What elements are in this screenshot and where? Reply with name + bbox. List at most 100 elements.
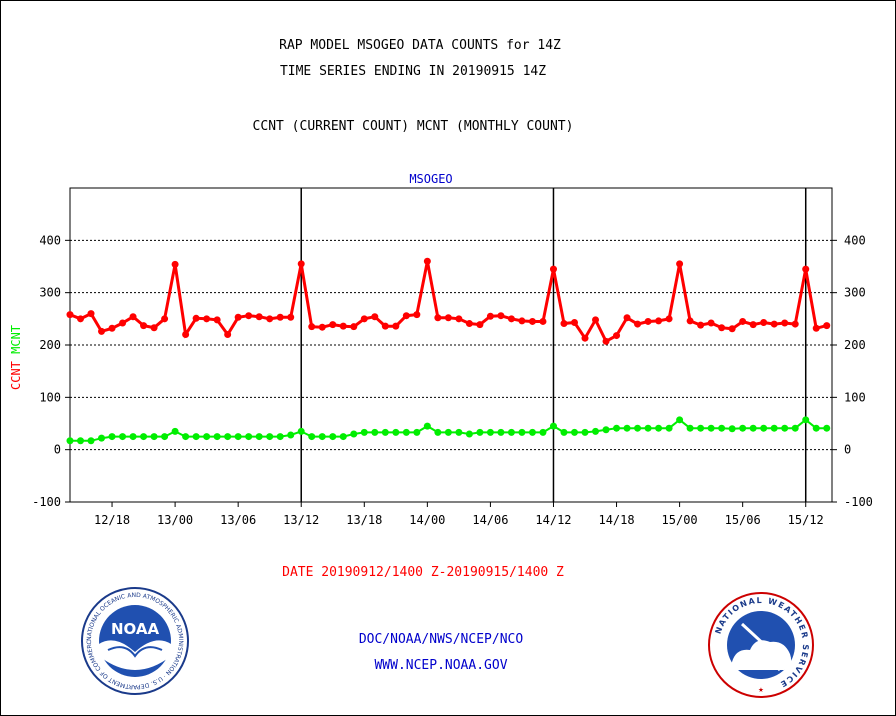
x-tick-label: 15/06: [725, 513, 761, 527]
mcnt-point: [644, 424, 652, 432]
ccnt-point: [434, 314, 442, 322]
mcnt-point: [402, 428, 410, 436]
ccnt-point: [728, 325, 736, 333]
mcnt-point: [297, 427, 305, 435]
ccnt-point: [686, 317, 694, 325]
mcnt-point: [234, 433, 242, 441]
mcnt-point: [350, 430, 358, 438]
mcnt-point: [329, 433, 337, 441]
mcnt-point: [823, 424, 831, 432]
mcnt-point: [791, 424, 799, 432]
mcnt-point: [98, 434, 106, 442]
ccnt-point: [539, 317, 547, 325]
y-tick-label-left: 100: [39, 390, 61, 404]
x-tick-label: 15/12: [788, 513, 824, 527]
y-tick-label-right: 100: [844, 390, 866, 404]
noaa-logo: NATIONAL OCEANIC AND ATMOSPHERIC ADMINIS…: [80, 586, 189, 695]
ccnt-point: [98, 327, 106, 335]
x-tick-label: 14/18: [598, 513, 634, 527]
mcnt-point: [129, 433, 137, 441]
mcnt-point: [486, 428, 494, 436]
ccnt-point: [518, 317, 526, 325]
mcnt-point: [549, 422, 557, 430]
y-tick-label-right: -100: [844, 495, 873, 509]
ccnt-point: [182, 331, 190, 339]
mcnt-point: [161, 433, 169, 441]
ccnt-point: [802, 265, 810, 273]
ccnt-point: [413, 311, 421, 319]
ccnt-point: [549, 265, 557, 273]
ccnt-point: [329, 321, 337, 329]
ccnt-point: [497, 312, 505, 320]
ccnt-point: [266, 315, 274, 323]
ccnt-point: [507, 315, 515, 323]
mcnt-point: [812, 424, 820, 432]
ccnt-point: [634, 320, 642, 328]
x-tick-label: 14/06: [472, 513, 508, 527]
mcnt-point: [539, 428, 547, 436]
mcnt-point: [308, 433, 316, 441]
ccnt-series-line: [69, 261, 828, 344]
ccnt-point: [613, 332, 621, 340]
mcnt-point: [182, 433, 190, 441]
mcnt-point: [592, 427, 600, 435]
ccnt-point: [812, 324, 820, 332]
ccnt-point: [560, 320, 568, 328]
mcnt-point: [87, 437, 95, 445]
mcnt-point: [507, 428, 515, 436]
mcnt-point: [150, 433, 158, 441]
ccnt-point: [791, 320, 799, 328]
x-tick-label: 12/18: [94, 513, 130, 527]
ccnt-point: [213, 316, 221, 324]
mcnt-point: [697, 424, 705, 432]
ccnt-point: [486, 312, 494, 320]
ccnt-point: [140, 322, 148, 330]
ccnt-point: [465, 320, 473, 328]
ccnt-point: [192, 314, 200, 322]
x-tick-label: 15/00: [662, 513, 698, 527]
ccnt-point: [570, 318, 578, 326]
mcnt-point: [739, 424, 747, 432]
mcnt-point: [287, 431, 295, 439]
mcnt-point: [203, 433, 211, 441]
mcnt-point: [560, 428, 568, 436]
mcnt-point: [434, 428, 442, 436]
mcnt-point: [634, 424, 642, 432]
mcnt-point: [360, 428, 368, 436]
mcnt-point: [276, 433, 284, 441]
mcnt-point: [602, 426, 610, 434]
y-tick-label-right: 300: [844, 286, 866, 300]
mcnt-point: [413, 428, 421, 436]
mcnt-point: [613, 424, 621, 432]
mcnt-point: [171, 427, 179, 435]
ccnt-point: [276, 313, 284, 321]
ccnt-point: [402, 312, 410, 320]
mcnt-point: [476, 428, 484, 436]
mcnt-point: [224, 433, 232, 441]
ccnt-point: [66, 311, 74, 319]
ccnt-point: [644, 317, 652, 325]
ccnt-point: [350, 323, 358, 331]
mcnt-point: [266, 433, 274, 441]
ccnt-point: [739, 317, 747, 325]
ccnt-point: [287, 313, 295, 321]
ccnt-point: [665, 315, 673, 323]
mcnt-point: [77, 437, 85, 445]
ccnt-point: [770, 320, 778, 328]
mcnt-point: [718, 424, 726, 432]
x-tick-label: 13/18: [346, 513, 382, 527]
nws-logo: NATIONAL WEATHER SERVICE ★: [708, 592, 814, 698]
ccnt-point: [655, 317, 663, 325]
y-tick-label-left: 300: [39, 286, 61, 300]
ccnt-point: [392, 322, 400, 330]
y-axis-label: CCNT MCNT: [9, 325, 23, 390]
mcnt-point: [339, 433, 347, 441]
ccnt-point: [308, 323, 316, 331]
ccnt-point: [760, 318, 768, 326]
ccnt-point: [749, 321, 757, 329]
mcnt-point: [528, 428, 536, 436]
mcnt-point: [760, 424, 768, 432]
mcnt-point: [392, 428, 400, 436]
footer-url[interactable]: WWW.NCEP.NOAA.GOV: [374, 658, 508, 673]
